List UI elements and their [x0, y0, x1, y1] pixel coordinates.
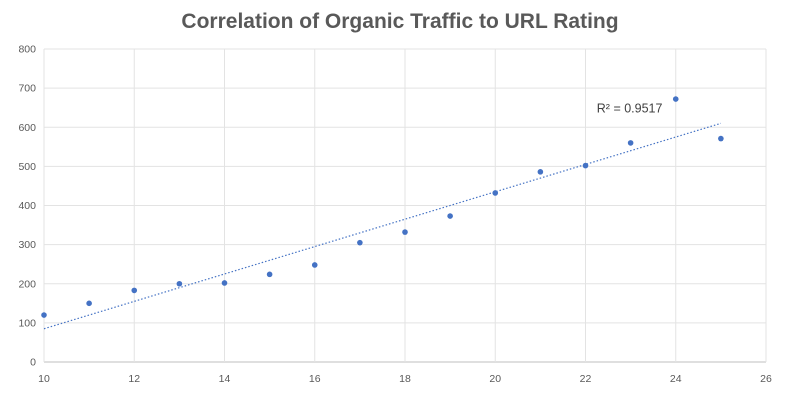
trendline [43, 122, 722, 330]
data-point [86, 300, 92, 307]
data-point [402, 229, 408, 235]
data-point [447, 213, 453, 219]
x-tick-label: 24 [670, 373, 682, 385]
y-tick-label: 400 [18, 200, 36, 212]
data-point [718, 135, 724, 142]
data-point [221, 280, 228, 286]
data-point [582, 162, 589, 169]
x-tick-label: 16 [309, 373, 321, 385]
y-tick-label: 200 [18, 278, 36, 290]
x-tick-label: 14 [219, 373, 231, 385]
x-tick-label: 18 [399, 373, 411, 385]
data-point [311, 262, 318, 268]
x-tick-label: 10 [38, 373, 50, 385]
y-tick-label: 500 [18, 161, 36, 173]
data-point [672, 96, 679, 102]
data-point [266, 271, 273, 278]
data-point [131, 287, 138, 294]
data-point [627, 140, 634, 146]
y-tick-label: 700 [18, 83, 36, 95]
data-point [492, 190, 499, 196]
data-point [41, 312, 47, 318]
x-tick-label: 22 [580, 373, 592, 385]
x-tick-label: 26 [760, 373, 772, 385]
data-point [357, 239, 363, 246]
chart-title: Correlation of Organic Traffic to URL Ra… [181, 10, 619, 33]
x-tick-label: 20 [489, 373, 501, 385]
y-tick-label: 100 [18, 317, 36, 329]
data-point [537, 169, 544, 175]
y-tick-label: 0 [30, 357, 36, 369]
y-tick-label: 600 [18, 122, 36, 134]
y-tick-label: 800 [18, 44, 36, 56]
y-tick-label: 300 [18, 239, 36, 251]
r-squared-label: R² = 0.9517 [597, 101, 663, 115]
data-point [176, 280, 183, 287]
x-tick-label: 12 [128, 373, 140, 385]
